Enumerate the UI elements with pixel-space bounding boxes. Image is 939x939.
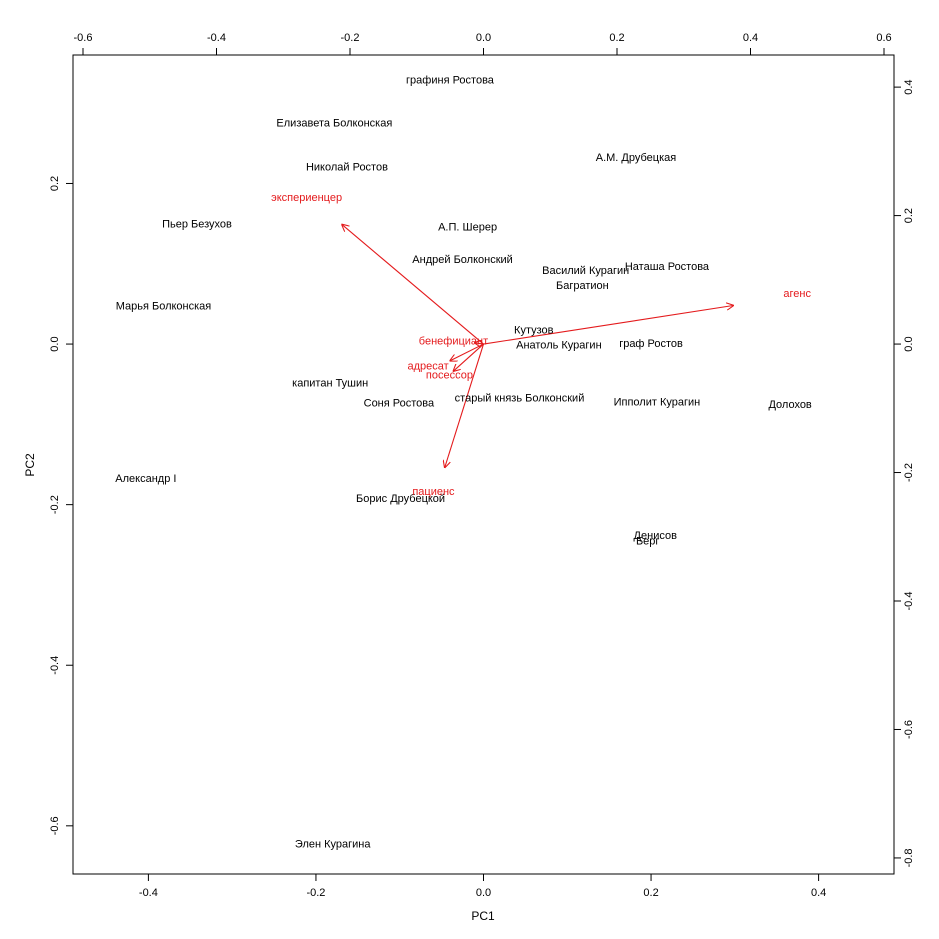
variable-label: посессор	[426, 370, 473, 382]
observation-label: Кутузов	[514, 324, 554, 336]
top-tick-label: 0.4	[743, 32, 758, 44]
top-tick-label: -0.2	[341, 32, 360, 44]
observation-label: Денисов	[634, 530, 678, 542]
observation-label: А.М. Друбецкая	[596, 152, 677, 164]
right-tick-label: 0.2	[903, 208, 915, 223]
loading-arrow	[475, 343, 484, 344]
right-tick-label: 0.4	[903, 79, 915, 94]
bottom-tick-label: -0.4	[139, 887, 158, 899]
bottom-tick-label: -0.2	[306, 887, 325, 899]
loading-arrow	[483, 306, 734, 345]
observation-label: граф Ростов	[619, 338, 683, 350]
top-tick-label: -0.4	[207, 32, 226, 44]
x-axis-label: PC1	[471, 909, 495, 923]
variable-label: бенефициант	[419, 335, 488, 347]
left-tick-label: -0.6	[49, 816, 61, 835]
top-tick-label: 0.6	[876, 32, 891, 44]
observation-label: Элен Курагина	[295, 838, 371, 850]
observation-label: Соня Ростова	[364, 397, 435, 409]
loading-arrow	[445, 343, 485, 467]
observation-label: Василий Курагин	[542, 265, 629, 277]
bottom-tick-label: 0.2	[643, 887, 658, 899]
variable-label: адресат	[408, 361, 449, 373]
y-axis-label: PC2	[23, 453, 37, 477]
observation-label: Николай Ростов	[306, 161, 388, 173]
variable-label: агенс	[783, 288, 811, 300]
right-tick-label: -0.4	[903, 592, 915, 611]
observation-label: Марья Болконская	[116, 300, 212, 312]
loading-arrow	[450, 343, 484, 361]
observation-label: Борис Друбецкой	[356, 493, 445, 505]
left-tick-label: 0.0	[49, 336, 61, 351]
loading-arrow	[342, 225, 484, 345]
left-tick-label: 0.2	[49, 176, 61, 191]
top-tick-label: -0.6	[74, 32, 93, 44]
observation-label: Андрей Болконский	[412, 254, 513, 266]
right-tick-label: -0.6	[903, 720, 915, 739]
observation-label: Наташа Ростова	[625, 261, 710, 273]
variable-label: экспериенцер	[271, 192, 342, 204]
observation-label: Ипполит Курагин	[614, 397, 701, 409]
top-tick-label: 0.2	[609, 32, 624, 44]
right-tick-label: 0.0	[903, 336, 915, 351]
plot-frame	[72, 54, 895, 875]
observation-label: графиня Ростова	[406, 75, 495, 87]
variable-label: пациенс	[412, 486, 455, 498]
right-tick-label: -0.2	[903, 463, 915, 482]
observation-label: Долохов	[768, 399, 811, 411]
observation-label: Анатоль Курагин	[516, 340, 602, 352]
observation-label: Елизавета Болконская	[276, 117, 392, 129]
observation-label: капитан Тушин	[292, 377, 368, 389]
left-tick-label: -0.2	[49, 495, 61, 514]
observation-label: Багратион	[556, 280, 609, 292]
top-tick-label: 0.0	[476, 32, 491, 44]
observation-label: Александр I	[115, 473, 176, 485]
bottom-tick-label: 0.0	[476, 887, 491, 899]
left-tick-label: -0.4	[49, 656, 61, 675]
bottom-tick-label: 0.4	[811, 887, 826, 899]
loading-arrow	[453, 343, 484, 371]
right-tick-label: -0.8	[903, 848, 915, 867]
observation-label: Берг	[636, 536, 659, 548]
observation-label: Пьер Безухов	[162, 218, 232, 230]
observation-label: А.П. Шерер	[438, 222, 497, 234]
observation-label: старый князь Болконский	[455, 393, 585, 405]
